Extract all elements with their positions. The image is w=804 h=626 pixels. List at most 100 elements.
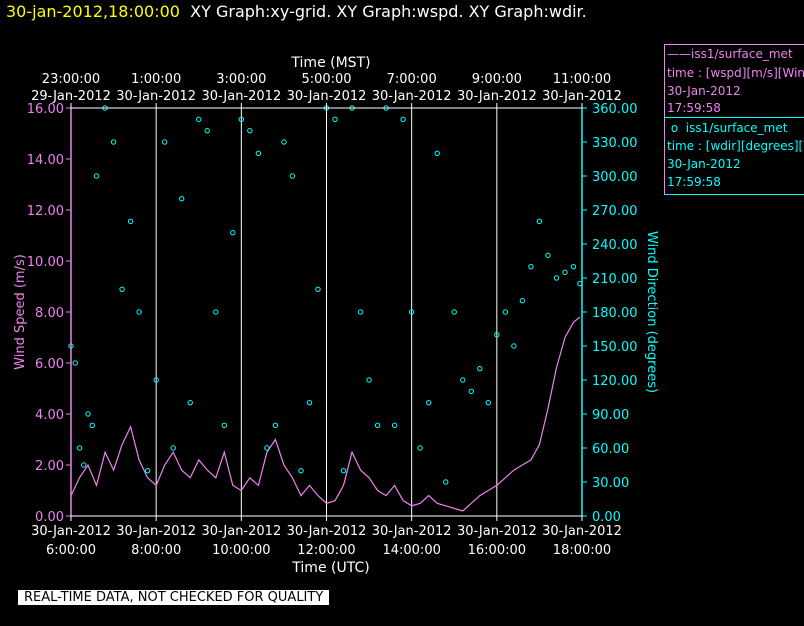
wdir-point (298, 467, 304, 474)
wdir-point (426, 399, 432, 406)
header: 30-jan-2012,18:00:00 XY Graph:xy-grid. X… (6, 2, 587, 21)
bottom-tick-time: 6:00:00 (46, 543, 96, 558)
wdir-point (528, 263, 534, 270)
wdir-point (204, 127, 210, 134)
wdir-point (144, 467, 151, 474)
wdir-point (281, 139, 287, 145)
wdir-point (221, 422, 228, 429)
wdir-point (570, 263, 577, 270)
wdir-point (374, 422, 381, 429)
wdir-point (519, 297, 526, 304)
top-tick-date: 29-Jan-2012 (31, 89, 111, 104)
right-tick-label: 150.00 (592, 340, 638, 355)
wdir-point (451, 309, 457, 315)
wdir-point (400, 116, 406, 123)
right-tick-label: 330.00 (592, 136, 638, 151)
wdir-point (391, 422, 398, 429)
wdir-point (443, 479, 449, 485)
wdir-point (289, 173, 296, 179)
wdir-point (238, 116, 245, 123)
top-tick-date: 30-Jan-2012 (201, 89, 281, 104)
wdir-point (179, 195, 185, 202)
top-tick-time: 9:00:00 (472, 72, 522, 87)
bottom-tick-date: 30-Jan-2012 (457, 524, 537, 539)
wdir-point (477, 365, 483, 372)
top-tick-time: 3:00:00 (216, 72, 266, 87)
wdir-point (170, 445, 176, 451)
right-tick-label: 240.00 (592, 238, 638, 253)
wdir-point (76, 445, 83, 451)
left-tick-label: 0.00 (35, 510, 64, 525)
top-tick-date: 30-Jan-2012 (457, 89, 537, 104)
right-tick-label: 210.00 (592, 272, 638, 287)
top-tick-date: 30-Jan-2012 (287, 89, 367, 104)
legend-wspd-source: iss1/surface_met (691, 47, 793, 61)
wdir-point (89, 422, 95, 429)
bottom-tick-date: 30-Jan-2012 (542, 524, 622, 539)
quality-disclaimer: REAL-TIME DATA, NOT CHECKED FOR QUALITY (18, 590, 330, 605)
wdir-point (536, 218, 543, 225)
page-title: XY Graph:xy-grid. XY Graph:wspd. XY Grap… (190, 2, 587, 21)
legend-wdir-time: 17:59:58 (667, 175, 721, 189)
right-tick-label: 0.00 (592, 510, 621, 525)
wdir-point (230, 229, 236, 236)
left-tick-label: 14.00 (27, 153, 64, 168)
bottom-tick-time: 12:00:00 (297, 543, 355, 558)
right-tick-label: 30.00 (592, 476, 629, 491)
bottom-tick-date: 30-Jan-2012 (372, 524, 452, 539)
wdir-point (196, 116, 202, 123)
top-tick-time: 5:00:00 (301, 72, 351, 87)
top-tick-time: 23:00:00 (42, 72, 100, 87)
legend-wdir-variable: time : [wdir][degrees][V (667, 139, 804, 153)
right-tick-label: 60.00 (592, 442, 629, 457)
wdir-point (357, 309, 364, 315)
right-tick-label: 90.00 (592, 408, 629, 423)
x-axis-title-bottom: Time (UTC) (291, 560, 369, 576)
legend-bottom-border (664, 194, 804, 195)
wspd-series-line (70, 316, 581, 512)
bottom-tick-time: 8:00:00 (131, 543, 181, 558)
left-tick-label: 12.00 (27, 204, 64, 219)
wdir-point (545, 252, 551, 259)
wdir-point (72, 360, 78, 366)
timestamp: 30-jan-2012,18:00:00 (6, 2, 180, 21)
top-tick-date: 30-Jan-2012 (116, 89, 196, 104)
top-tick-time: 7:00:00 (387, 72, 437, 87)
wdir-point (468, 388, 474, 395)
bottom-tick-date: 30-Jan-2012 (201, 524, 281, 539)
bottom-tick-time: 14:00:00 (382, 543, 440, 558)
wdir-point (187, 399, 193, 406)
legend-wspd-line-icon: ——iss1/surface_met (667, 47, 793, 61)
y-axis-title-right: Wind Direction (degrees) (644, 231, 659, 393)
wdir-point (110, 139, 117, 145)
bottom-tick-date: 30-Jan-2012 (31, 524, 111, 539)
top-tick-date: 30-Jan-2012 (372, 89, 452, 104)
x-axis-title-top: Time (MST) (290, 55, 370, 71)
wdir-point (85, 411, 91, 417)
top-tick-time: 1:00:00 (131, 72, 181, 87)
bottom-tick-time: 16:00:00 (468, 543, 526, 558)
wdir-point (460, 377, 466, 383)
right-tick-label: 120.00 (592, 374, 638, 389)
bottom-tick-time: 10:00:00 (212, 543, 270, 558)
left-tick-label: 4.00 (35, 408, 64, 423)
wdir-point (562, 269, 568, 276)
left-tick-label: 2.00 (35, 459, 64, 474)
y-axis-title-left: Wind Speed (m/s) (13, 254, 28, 370)
legend-wdir-date: 30-Jan-2012 (667, 157, 741, 171)
legend-wspd-time: 17:59:58 (667, 101, 721, 115)
left-tick-label: 10.00 (27, 255, 64, 270)
right-tick-label: 270.00 (592, 204, 638, 219)
wdir-point (511, 343, 517, 349)
wdir-point (272, 422, 279, 429)
top-tick-date: 30-Jan-2012 (542, 89, 622, 104)
wdir-point (434, 150, 440, 157)
legend-wdir-source: iss1/surface_met (685, 121, 788, 135)
wdir-point (213, 309, 219, 315)
wdir-point (494, 331, 500, 338)
wdir-point (340, 467, 347, 474)
wdir-point (315, 286, 321, 293)
wdir-point (93, 173, 100, 179)
wdir-point (153, 377, 159, 383)
